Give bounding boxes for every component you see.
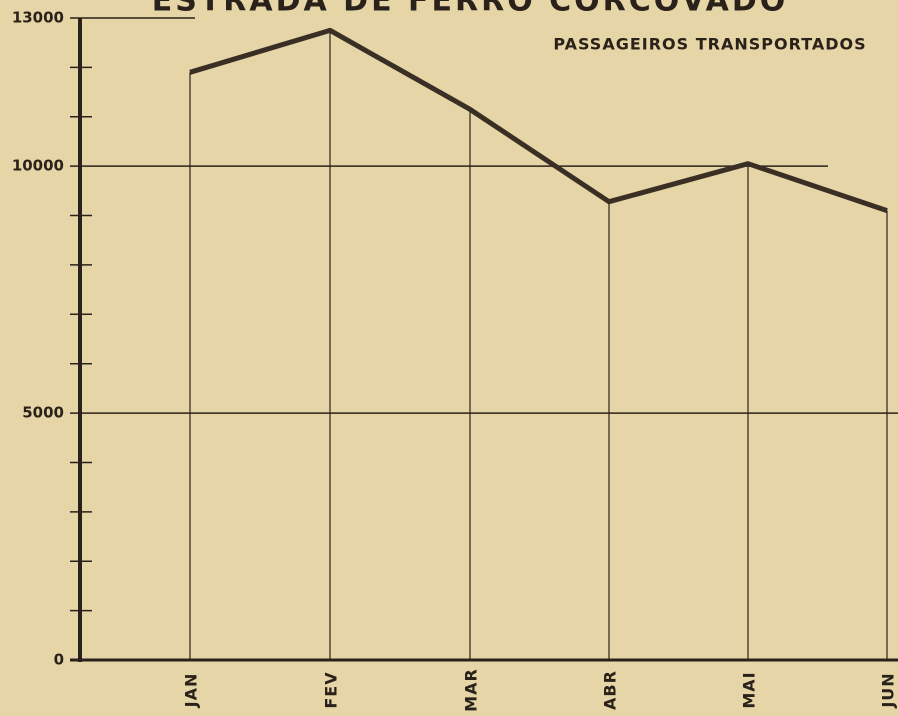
x-tick-label: ABR — [601, 670, 620, 710]
y-tick-label: 13000 — [12, 9, 64, 27]
y-tick-label: 0 — [54, 651, 64, 669]
x-tick-label: JAN — [182, 673, 201, 709]
x-tick-label: JUN — [879, 672, 898, 708]
y-tick-label: 5000 — [22, 404, 64, 422]
y-tick-label: 10000 — [12, 157, 64, 175]
x-tick-label: FEV — [322, 671, 341, 708]
x-tick-label: MAR — [462, 668, 481, 712]
legend-label: PASSAGEIROS TRANSPORTADOS — [553, 35, 866, 54]
chart-title: ESTRADA DE FERRO CORCOVADO — [152, 0, 789, 19]
x-tick-label: MAI — [740, 671, 759, 708]
data-line — [189, 27, 888, 213]
